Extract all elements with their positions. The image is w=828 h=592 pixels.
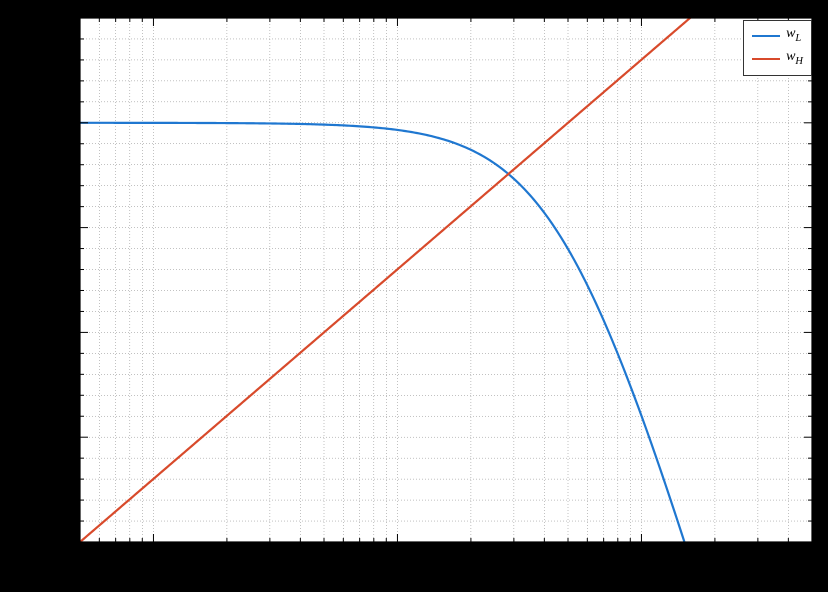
y-tick-label: -20 <box>55 325 73 339</box>
x-axis-label: f (Hz) <box>429 573 462 588</box>
legend-swatch <box>752 35 780 37</box>
y-tick-label: -10 <box>55 221 73 235</box>
legend-swatch <box>752 58 780 60</box>
bode-chart: 10-310-210-1-40-30-20-10010f (Hz)dB <box>0 0 828 592</box>
y-tick-label: -40 <box>55 535 73 549</box>
legend-row-wL: wL <box>752 25 803 48</box>
y-tick-label: 10 <box>59 11 73 25</box>
y-tick-label: 0 <box>65 116 72 130</box>
legend: wLwH <box>743 20 812 76</box>
legend-row-wH: wH <box>752 48 803 71</box>
legend-label: wL <box>786 25 801 48</box>
y-axis-label: dB <box>19 271 35 288</box>
legend-label: wH <box>786 48 803 71</box>
y-tick-label: -30 <box>55 430 73 444</box>
